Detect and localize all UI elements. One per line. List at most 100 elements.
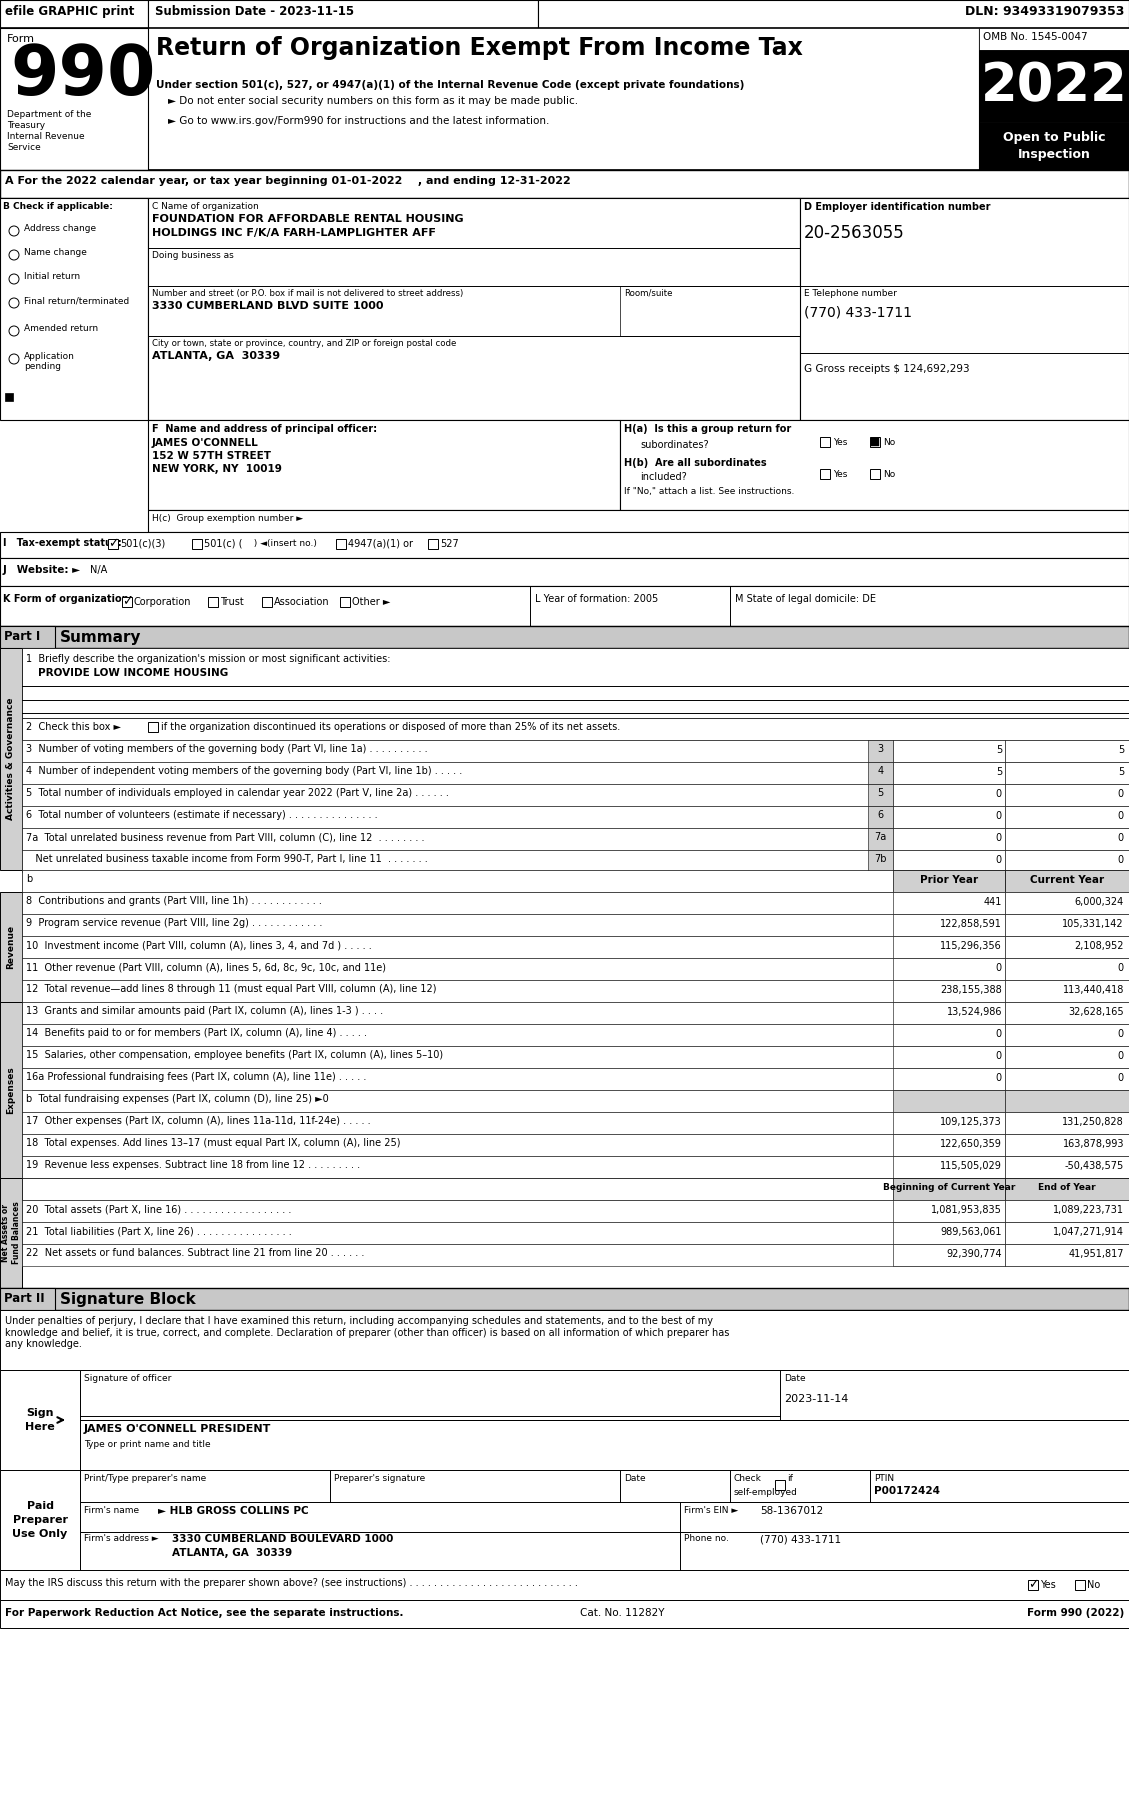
Text: Association: Association xyxy=(274,597,330,608)
Text: 4: 4 xyxy=(877,766,884,776)
Text: 2023-11-14: 2023-11-14 xyxy=(784,1393,848,1404)
Bar xyxy=(80,1420,1129,1469)
Bar xyxy=(893,1047,1005,1068)
Bar xyxy=(262,597,272,608)
Text: 11  Other revenue (Part VIII, column (A), lines 5, 6d, 8c, 9c, 10c, and 11e): 11 Other revenue (Part VIII, column (A),… xyxy=(26,961,386,972)
Bar xyxy=(893,980,1005,1001)
Bar xyxy=(893,1090,1005,1112)
Text: 5: 5 xyxy=(1118,746,1124,755)
Text: 3330 CUMBERLAND BLVD SUITE 1000: 3330 CUMBERLAND BLVD SUITE 1000 xyxy=(152,301,384,310)
Text: 15  Salaries, other compensation, employee benefits (Part IX, column (A), lines : 15 Salaries, other compensation, employe… xyxy=(26,1050,443,1059)
Bar xyxy=(893,1201,1005,1223)
Text: Summary: Summary xyxy=(60,629,141,646)
Bar xyxy=(893,958,1005,980)
Text: 0: 0 xyxy=(1118,1029,1124,1039)
Text: (770) 433-1711: (770) 433-1711 xyxy=(804,307,912,319)
Bar xyxy=(820,437,830,446)
Bar xyxy=(1005,980,1129,1001)
Bar xyxy=(21,1134,1129,1156)
Text: 527: 527 xyxy=(440,539,458,550)
Text: 501(c)(3): 501(c)(3) xyxy=(120,539,165,550)
Text: 16a Professional fundraising fees (Part IX, column (A), line 11e) . . . . .: 16a Professional fundraising fees (Part … xyxy=(26,1072,367,1081)
Text: Firm's name: Firm's name xyxy=(84,1506,139,1515)
Bar xyxy=(1005,1177,1129,1201)
Text: 0: 0 xyxy=(1118,811,1124,822)
Bar xyxy=(0,1600,1129,1627)
Text: 21  Total liabilities (Part X, line 26) . . . . . . . . . . . . . . . .: 21 Total liabilities (Part X, line 26) .… xyxy=(26,1226,291,1235)
Text: No: No xyxy=(883,437,895,446)
Text: 105,331,142: 105,331,142 xyxy=(1062,920,1124,929)
Text: ) ◄(insert no.): ) ◄(insert no.) xyxy=(248,539,317,548)
Bar xyxy=(336,539,345,550)
Text: 115,505,029: 115,505,029 xyxy=(940,1161,1003,1172)
Text: 0: 0 xyxy=(1118,854,1124,865)
Text: B Check if applicable:: B Check if applicable: xyxy=(3,201,113,210)
Bar xyxy=(148,421,620,510)
Bar xyxy=(0,198,148,421)
Text: Under penalties of perjury, I declare that I have examined this return, includin: Under penalties of perjury, I declare th… xyxy=(5,1315,729,1350)
Bar xyxy=(108,539,119,550)
Bar xyxy=(893,1134,1005,1156)
Text: Sign
Here: Sign Here xyxy=(25,1408,55,1431)
Bar xyxy=(893,914,1005,936)
Text: 0: 0 xyxy=(996,963,1003,972)
Text: 6  Total number of volunteers (estimate if necessary) . . . . . . . . . . . . . : 6 Total number of volunteers (estimate i… xyxy=(26,811,377,820)
Bar xyxy=(148,722,158,733)
Bar xyxy=(80,1502,1129,1533)
Bar xyxy=(21,784,1129,805)
Text: efile GRAPHIC print: efile GRAPHIC print xyxy=(5,5,134,18)
Text: A For the 2022 calendar year, or tax year beginning 01-01-2022    , and ending 1: A For the 2022 calendar year, or tax yea… xyxy=(5,176,571,187)
Text: 7a: 7a xyxy=(874,833,886,842)
Text: JAMES O'CONNELL: JAMES O'CONNELL xyxy=(152,437,259,448)
Bar xyxy=(1005,805,1129,827)
Text: Service: Service xyxy=(7,143,41,152)
Circle shape xyxy=(9,274,19,285)
Bar xyxy=(80,1469,1129,1502)
Text: Number and street (or P.O. box if mail is not delivered to street address): Number and street (or P.O. box if mail i… xyxy=(152,288,463,297)
Bar xyxy=(21,762,1129,784)
Text: 0: 0 xyxy=(996,811,1003,822)
Bar xyxy=(21,936,1129,958)
Text: 2,108,952: 2,108,952 xyxy=(1075,941,1124,951)
Bar xyxy=(1005,762,1129,784)
Bar xyxy=(1029,1580,1038,1591)
Text: Date: Date xyxy=(624,1475,646,1484)
Text: PTIN: PTIN xyxy=(874,1475,894,1484)
Text: Signature of officer: Signature of officer xyxy=(84,1373,172,1382)
Bar xyxy=(21,1112,1129,1134)
Bar xyxy=(148,198,800,421)
Text: No: No xyxy=(883,470,895,479)
Text: Net Assets or
Fund Balances: Net Assets or Fund Balances xyxy=(1,1201,21,1264)
Text: 2  Check this box ►: 2 Check this box ► xyxy=(26,722,121,733)
Bar xyxy=(21,1047,1129,1068)
Text: 13,524,986: 13,524,986 xyxy=(946,1007,1003,1018)
Bar xyxy=(21,958,1129,980)
Bar xyxy=(0,1370,80,1469)
Text: Yes: Yes xyxy=(833,470,848,479)
Text: PROVIDE LOW INCOME HOUSING: PROVIDE LOW INCOME HOUSING xyxy=(38,668,228,678)
Bar xyxy=(21,1201,1129,1223)
Text: J   Website: ►: J Website: ► xyxy=(3,564,81,575)
Text: Current Year: Current Year xyxy=(1030,874,1104,885)
Text: subordinates?: subordinates? xyxy=(640,441,709,450)
Text: C Name of organization: C Name of organization xyxy=(152,201,259,210)
Bar xyxy=(21,1023,1129,1047)
Text: H(c)  Group exemption number ►: H(c) Group exemption number ► xyxy=(152,513,303,522)
Text: ► Do not enter social security numbers on this form as it may be made public.: ► Do not enter social security numbers o… xyxy=(168,96,578,105)
Bar xyxy=(0,1177,21,1288)
Text: Part II: Part II xyxy=(5,1292,45,1304)
Bar xyxy=(1005,1023,1129,1047)
Bar xyxy=(21,1223,1129,1244)
Bar xyxy=(21,871,1129,892)
Bar xyxy=(0,626,55,648)
Bar xyxy=(1005,892,1129,914)
Text: 10  Investment income (Part VIII, column (A), lines 3, 4, and 7d ) . . . . .: 10 Investment income (Part VIII, column … xyxy=(26,940,371,951)
Text: Initial return: Initial return xyxy=(24,272,80,281)
Bar xyxy=(1005,1244,1129,1266)
Bar xyxy=(868,851,893,873)
Text: 32,628,165: 32,628,165 xyxy=(1068,1007,1124,1018)
Text: 5: 5 xyxy=(877,787,884,798)
Text: P00172424: P00172424 xyxy=(874,1486,940,1497)
Bar xyxy=(893,851,1005,873)
Bar xyxy=(1005,1156,1129,1177)
